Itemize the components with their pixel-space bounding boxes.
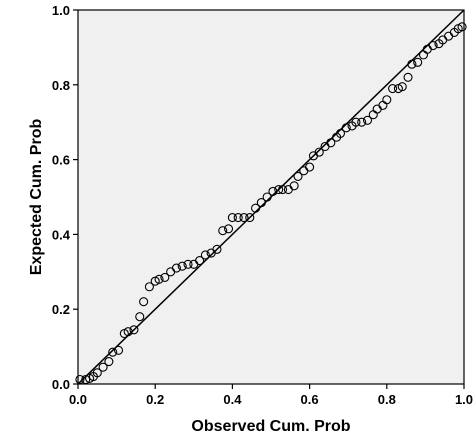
data-point	[268, 186, 278, 196]
data-point	[388, 83, 398, 94]
y-tick-label: 0.2	[52, 302, 70, 317]
data-point	[397, 82, 407, 92]
data-point	[233, 213, 243, 223]
y-tick-label: 0.6	[52, 153, 70, 168]
data-point	[305, 162, 315, 172]
data-point	[278, 184, 288, 195]
data-point	[104, 357, 114, 367]
data-point	[293, 171, 303, 181]
data-point	[195, 256, 205, 266]
data-point	[144, 282, 154, 292]
data-point	[382, 95, 392, 105]
data-point	[251, 203, 261, 213]
data-point	[407, 59, 417, 69]
data-point	[123, 327, 133, 337]
x-tick-label: 0.0	[69, 392, 87, 407]
data-point	[289, 181, 299, 191]
data-point	[335, 128, 346, 138]
data-point	[314, 147, 324, 157]
data-point	[108, 347, 118, 357]
data-point	[218, 226, 228, 236]
data-point	[200, 250, 210, 260]
data-point	[245, 213, 255, 223]
data-point	[81, 374, 91, 385]
data-point	[403, 72, 413, 82]
data-point	[183, 259, 193, 269]
x-tick-label: 0.2	[146, 392, 164, 407]
data-point	[135, 312, 145, 322]
data-point	[154, 274, 164, 284]
data-point	[75, 374, 85, 385]
data-point	[113, 345, 124, 355]
data-point	[160, 272, 170, 282]
data-point	[98, 362, 108, 372]
data-point	[239, 213, 249, 223]
data-point	[274, 184, 284, 195]
data-point	[351, 117, 361, 127]
data-point	[139, 297, 149, 307]
data-point	[362, 115, 373, 125]
y-tick-label: 0.8	[52, 78, 70, 93]
data-point	[177, 261, 187, 271]
x-axis-title: Observed Cum. Prob	[191, 418, 350, 435]
x-tick-label: 0.4	[223, 392, 242, 407]
data-point	[457, 22, 467, 32]
data-points	[75, 22, 467, 385]
y-tick-label: 0.4	[52, 227, 71, 242]
data-point	[129, 325, 139, 335]
x-tick-label: 1.0	[455, 392, 473, 407]
y-tick-label: 1.0	[52, 3, 70, 18]
y-axis-title: Expected Cum. Prob	[28, 119, 45, 276]
data-point	[212, 244, 222, 254]
data-point	[341, 123, 351, 133]
data-point	[227, 213, 237, 223]
x-tick-label: 0.8	[378, 392, 396, 407]
y-axis: 0.0 0.2 0.4 0.6 0.8 1.0	[52, 3, 78, 392]
x-axis: 0.0 0.2 0.4 0.6 0.8 1.0	[69, 384, 473, 407]
data-point	[223, 224, 234, 234]
data-point	[428, 40, 438, 51]
data-point	[171, 263, 181, 273]
data-point	[92, 368, 102, 378]
data-point	[256, 198, 266, 208]
data-point	[357, 117, 367, 127]
data-point	[326, 138, 336, 148]
data-point	[262, 192, 272, 202]
y-tick-label: 0.0	[52, 377, 70, 392]
data-point	[413, 57, 423, 67]
x-tick-label: 0.6	[301, 392, 319, 407]
